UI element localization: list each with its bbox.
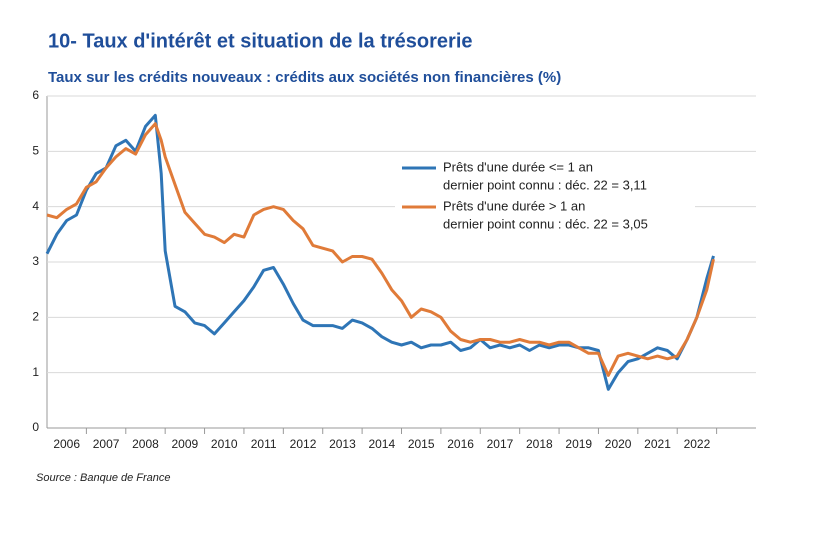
legend-label: Prêts d'une durée > 1 an (443, 198, 585, 213)
x-tick-label: 2020 (605, 437, 632, 451)
y-tick-label: 4 (32, 199, 39, 213)
series-line (46, 122, 715, 377)
x-tick-label: 2018 (526, 437, 553, 451)
x-tick-label: 2015 (408, 437, 435, 451)
x-tick-label: 2006 (53, 437, 80, 451)
y-tick-label: 5 (32, 144, 39, 158)
x-tick-label: 2012 (290, 437, 317, 451)
chart-subtitle: Taux sur les crédits nouveaux : crédits … (48, 69, 561, 86)
y-tick-label: 2 (32, 310, 39, 324)
x-tick-label: 2010 (211, 437, 238, 451)
chart-title: 10- Taux d'intérêt et situation de la tr… (48, 30, 473, 52)
source: Source : Banque de France (36, 472, 171, 484)
y-tick-label: 1 (32, 365, 39, 379)
x-tick-label: 2014 (368, 437, 395, 451)
legend-note: dernier point connu : déc. 22 = 3,05 (443, 216, 648, 231)
x-tick-label: 2008 (132, 437, 159, 451)
x-tick-label: 2011 (251, 437, 277, 451)
legend-label: Prêts d'une durée <= 1 an (443, 159, 593, 174)
y-tick-label: 0 (32, 420, 39, 434)
x-tick-label: 2009 (172, 437, 199, 451)
legend-note: dernier point connu : déc. 22 = 3,11 (443, 177, 647, 192)
x-tick-label: 2019 (565, 437, 592, 451)
x-tick-label: 2007 (93, 437, 120, 451)
x-tick-label: 2022 (684, 437, 711, 451)
x-tick-label: 2017 (487, 437, 514, 451)
x-tick-label: 2013 (329, 437, 356, 451)
x-tick-label: 2021 (644, 437, 671, 451)
y-tick-label: 3 (32, 254, 39, 268)
y-tick-label: 6 (32, 88, 39, 102)
series-line (45, 113, 715, 391)
legend-box (395, 155, 695, 237)
x-tick-label: 2016 (447, 437, 474, 451)
